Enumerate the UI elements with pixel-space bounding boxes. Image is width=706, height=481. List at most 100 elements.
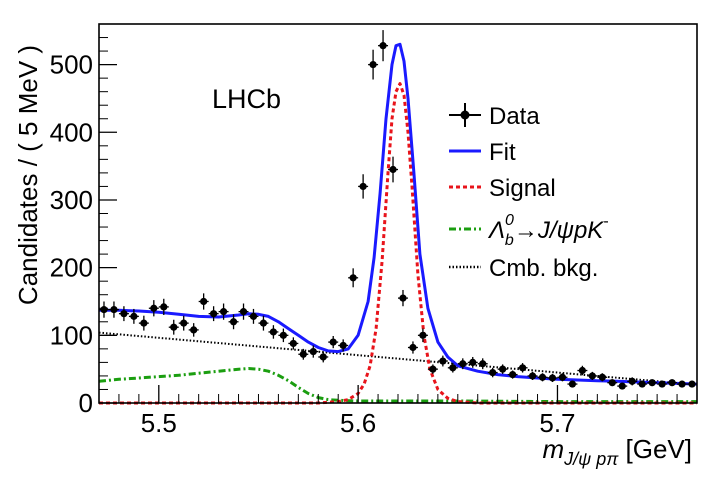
data-point: [398, 289, 408, 307]
y-tick-label: 100: [50, 320, 93, 350]
data-point-marker: [130, 312, 138, 320]
x-tick-label: 5.7: [539, 408, 575, 438]
legend: Data Fit Signal Λ0 b→J/ψpK- Cmb. bkg.: [449, 103, 609, 282]
x-axis-label-unit: [GeV]: [618, 434, 692, 464]
data-point: [637, 380, 648, 388]
data-points-layer: [99, 30, 697, 390]
legend-entry-fit: Fit: [449, 139, 516, 166]
data-point-marker: [568, 380, 577, 388]
x-axis-label-sub: J/ψ pπ: [563, 449, 619, 469]
data-point-marker: [479, 360, 487, 368]
data-point-marker: [538, 373, 547, 381]
data-point-marker: [309, 347, 317, 356]
data-point: [607, 379, 618, 387]
data-point-marker: [628, 377, 636, 385]
data-point: [258, 315, 269, 331]
data-point: [417, 328, 428, 343]
data-point: [457, 358, 468, 370]
axes-layer: 0 100 200 300 400 500 5.5 5.6 5.7: [50, 37, 678, 438]
data-point-marker: [359, 182, 367, 191]
y-tick-label: 0: [79, 388, 93, 418]
data-point: [198, 293, 209, 310]
data-point-marker: [389, 165, 397, 174]
data-point-marker: [210, 310, 218, 318]
data-point: [108, 301, 119, 318]
data-point: [467, 356, 478, 368]
data-point-marker: [249, 312, 258, 320]
data-point: [348, 268, 359, 288]
data-point-marker: [339, 341, 347, 350]
data-point-marker: [239, 308, 248, 316]
legend-data-marker: [460, 110, 470, 120]
data-point-marker: [668, 379, 676, 387]
legend-lambda-symbol: Λ: [487, 217, 505, 244]
legend-entry-cmb: Cmb. bkg.: [449, 255, 598, 282]
data-point: [437, 355, 448, 367]
data-point-marker: [469, 358, 477, 366]
data-point-marker: [618, 382, 626, 390]
data-point-marker: [319, 353, 327, 361]
x-axis-label: mJ/ψ pπ [GeV]: [542, 434, 692, 469]
data-point-marker: [160, 303, 168, 311]
data-point-marker: [219, 308, 228, 316]
data-point-marker: [409, 343, 417, 352]
legend-lambda-sub: b: [505, 232, 514, 249]
data-point-marker: [190, 326, 198, 334]
data-point: [228, 314, 239, 330]
data-point: [657, 380, 668, 388]
legend-lambda-sup2: -: [603, 213, 608, 230]
data-point-marker: [150, 304, 158, 312]
data-point: [308, 345, 319, 358]
data-point: [278, 328, 289, 343]
data-point: [158, 298, 169, 316]
data-point: [268, 325, 279, 339]
data-point-marker: [608, 379, 616, 387]
data-point-marker: [289, 339, 297, 348]
data-point: [677, 380, 688, 388]
data-point-marker: [459, 360, 467, 368]
data-point: [378, 30, 389, 62]
data-point-marker: [578, 366, 586, 375]
data-point: [567, 380, 578, 388]
data-point: [358, 174, 369, 199]
data-point-marker: [200, 297, 208, 306]
data-point: [118, 306, 129, 322]
data-point-marker: [259, 319, 268, 327]
data-point-marker: [528, 372, 537, 380]
data-point: [497, 364, 508, 374]
data-point-marker: [269, 328, 278, 336]
legend-entry-lambda-b: Λ0 b→J/ψpK-: [449, 212, 609, 249]
data-point-marker: [180, 319, 188, 327]
data-point: [547, 373, 558, 383]
legend-lambda-sup: 0: [505, 212, 514, 229]
legend-entry-signal: Signal: [449, 175, 556, 202]
data-point: [617, 382, 628, 390]
data-point-marker: [299, 350, 307, 358]
x-tick-label: 5.5: [141, 408, 177, 438]
data-point-marker: [419, 331, 427, 339]
data-point: [487, 367, 498, 378]
data-point: [557, 373, 568, 382]
data-point-marker: [399, 294, 407, 302]
data-point: [447, 363, 458, 373]
data-point-marker: [110, 306, 118, 314]
data-point: [178, 315, 189, 331]
data-point: [328, 335, 339, 349]
data-point: [238, 303, 249, 320]
data-point-marker: [329, 338, 337, 346]
data-point-marker: [279, 331, 287, 339]
data-point: [407, 341, 418, 354]
y-axis-label: Candidates / ( 5 MeV ): [13, 45, 43, 305]
data-point-marker: [678, 380, 686, 388]
lambda-b-curve: [98, 367, 697, 404]
data-point-marker: [100, 306, 108, 314]
data-point: [527, 371, 538, 380]
x-tick-label: 5.6: [340, 408, 376, 438]
data-point: [318, 351, 329, 363]
data-point-marker: [588, 372, 596, 380]
y-tick-label: 400: [50, 117, 93, 147]
legend-label-cmb: Cmb. bkg.: [489, 255, 598, 282]
legend-lambda-rest: →J/ψpK: [514, 217, 604, 244]
data-point: [128, 308, 139, 324]
